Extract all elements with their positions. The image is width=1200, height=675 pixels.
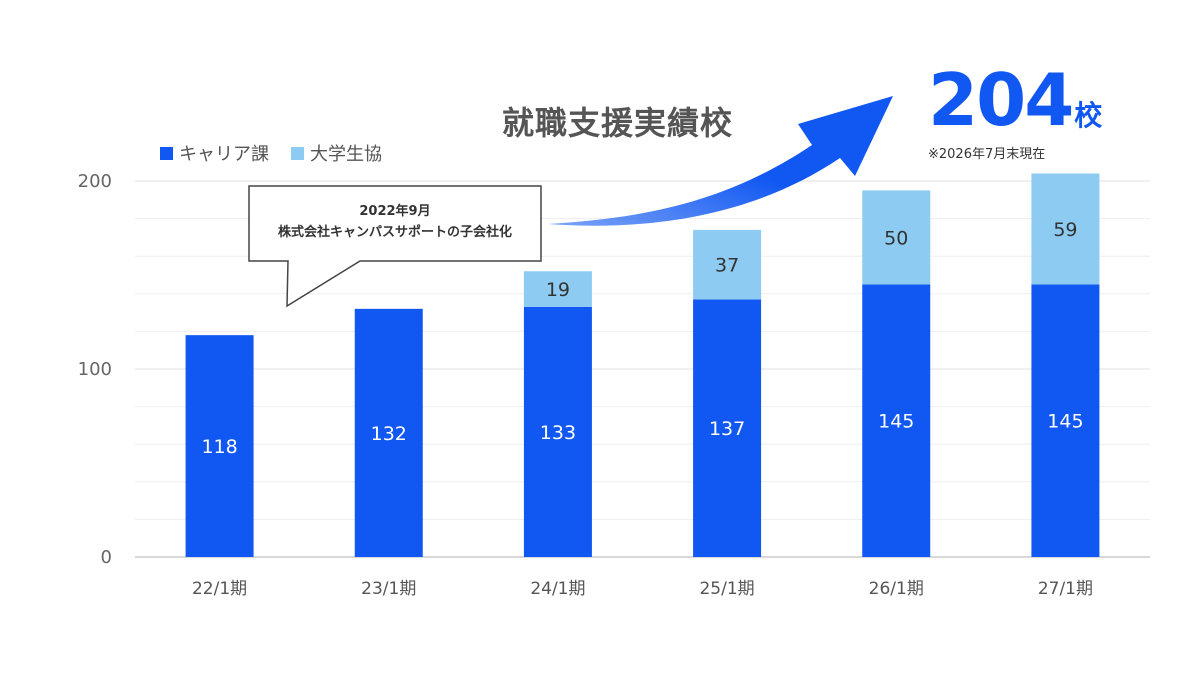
y-tick-label: 200 — [78, 171, 112, 192]
legend-item-coop: 大学生協 — [291, 140, 382, 166]
total-unit: 校 — [1074, 99, 1103, 132]
legend-item-career: キャリア課 — [160, 140, 269, 166]
callout-box — [248, 185, 542, 308]
x-tick-label: 23/1期 — [361, 579, 416, 599]
bar-career — [1031, 284, 1100, 557]
y-tick-label: 100 — [78, 359, 112, 380]
callout-text: 2022年9月 株式会社キャンパスサポートの子会社化 — [250, 201, 540, 243]
total-count: 204校 — [928, 58, 1102, 142]
callout-line-2: 株式会社キャンパスサポートの子会社化 — [277, 225, 512, 240]
data-label-coop: 50 — [884, 227, 908, 249]
total-value: 204 — [928, 58, 1074, 142]
bar-coop — [523, 271, 592, 307]
data-label-career: 133 — [540, 422, 576, 444]
callout-line-1: 2022年9月 — [359, 204, 431, 219]
data-label-career: 132 — [371, 423, 407, 445]
x-tick-label: 22/1期 — [192, 579, 247, 599]
bar-career — [862, 284, 931, 557]
x-tick-label: 24/1期 — [530, 579, 585, 599]
data-label-coop: 37 — [715, 255, 739, 277]
legend-swatch-career — [160, 146, 173, 160]
bar-coop — [1031, 173, 1100, 285]
data-label-career: 145 — [878, 411, 914, 433]
bar-career — [185, 335, 254, 557]
legend: キャリア課 大学生協 — [160, 140, 382, 166]
bar-career — [354, 308, 423, 557]
data-label-career: 137 — [709, 418, 745, 440]
legend-swatch-coop — [291, 146, 304, 160]
y-tick-label: 0 — [101, 547, 112, 568]
data-label-coop: 59 — [1053, 219, 1077, 241]
data-label-career: 145 — [1047, 411, 1083, 433]
headline: 就職支援実績校 — [502, 104, 734, 142]
data-label-coop: 19 — [546, 279, 570, 301]
as-of-note: ※2026年7月末現在 — [928, 147, 1046, 162]
growth-arrow — [548, 96, 893, 226]
x-tick-label: 27/1期 — [1038, 579, 1093, 599]
legend-label-career: キャリア課 — [179, 144, 269, 165]
data-label-career: 118 — [201, 436, 237, 458]
bar-career — [523, 306, 592, 557]
x-tick-label: 25/1期 — [699, 579, 754, 599]
bar-coop — [862, 190, 931, 285]
bar-coop — [693, 229, 762, 300]
legend-label-coop: 大学生協 — [310, 144, 382, 165]
x-tick-label: 26/1期 — [869, 579, 924, 599]
bar-career — [693, 299, 762, 557]
